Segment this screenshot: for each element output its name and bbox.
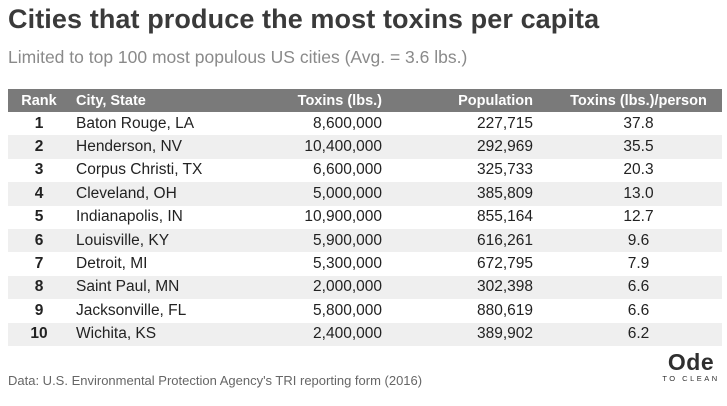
cell-population: 385,809: [476, 184, 533, 202]
cell-toxins-per-person: 7.9: [627, 255, 650, 273]
cell-toxins: 10,400,000: [304, 138, 382, 156]
table-row: 2 Henderson, NV 10,400,000 292,969 35.5: [8, 135, 722, 159]
cell-city-state: Corpus Christi, TX: [76, 161, 203, 179]
cell-population: 389,902: [476, 325, 533, 343]
cell-city-state: Henderson, NV: [76, 138, 182, 156]
cell-population: 616,261: [476, 231, 533, 249]
cell-toxins: 6,600,000: [313, 161, 382, 179]
header-population: Population: [458, 92, 533, 109]
logo-tagline: TO CLEAN: [662, 374, 720, 383]
cell-city-state: Indianapolis, IN: [76, 208, 183, 226]
cell-city-state: Baton Rouge, LA: [76, 114, 195, 132]
cell-toxins-per-person: 6.2: [627, 325, 650, 343]
cell-population: 325,733: [476, 161, 533, 179]
logo-text: Ode: [667, 349, 715, 375]
cell-rank: 1: [34, 114, 44, 132]
cell-toxins: 5,900,000: [313, 231, 382, 249]
page-subtitle: Limited to top 100 most populous US citi…: [8, 47, 468, 67]
table-body: 1 Baton Rouge, LA 8,600,000 227,715 37.8 2 Hen…: [8, 112, 722, 346]
cell-rank: 2: [34, 138, 44, 156]
cell-population: 292,969: [476, 138, 533, 156]
cell-rank: 10: [30, 325, 48, 343]
cell-toxins: 2,400,000: [313, 325, 382, 343]
table-row: 6 Louisville, KY 5,900,000 616,261 9.6: [8, 228, 722, 253]
cell-toxins: 5,800,000: [313, 301, 382, 319]
cell-rank: 8: [34, 278, 44, 296]
cell-population: 227,715: [476, 114, 533, 132]
cell-toxins-per-person: 9.6: [627, 231, 650, 249]
cell-rank: 3: [34, 161, 44, 179]
cell-city-state: Jacksonville, FL: [76, 301, 187, 319]
cell-city-state: Detroit, MI: [76, 255, 148, 273]
header-city-state: City, State: [76, 92, 146, 109]
cell-toxins-per-person: 6.6: [627, 301, 650, 319]
cell-toxins: 10,900,000: [304, 208, 382, 226]
toxins-table: Rank City, State Toxins (lbs.) Populatio…: [8, 89, 722, 346]
header-toxins-per-person: Toxins (lbs.)/person: [570, 92, 707, 109]
cell-city-state: Wichita, KS: [76, 325, 157, 343]
cell-rank: 7: [34, 255, 44, 273]
cell-population: 880,619: [476, 301, 533, 319]
cell-toxins: 8,600,000: [313, 114, 382, 132]
cell-population: 672,795: [476, 255, 533, 273]
cell-toxins-per-person: 12.7: [623, 208, 654, 226]
cell-rank: 4: [34, 184, 44, 202]
cell-toxins-per-person: 13.0: [623, 184, 654, 202]
table-row: 5 Indianapolis, IN 10,900,000 855,164 12.7: [8, 205, 722, 229]
cell-rank: 9: [34, 301, 44, 319]
cell-rank: 6: [34, 231, 44, 249]
table-row: 1 Baton Rouge, LA 8,600,000 227,715 37.8: [8, 112, 722, 136]
cell-population: 855,164: [476, 208, 533, 226]
table-row: 10 Wichita, KS 2,400,000 389,902 6.2: [8, 322, 722, 346]
table-row: 4 Cleveland, OH 5,000,000 385,809 13.0: [8, 182, 722, 206]
ode-logo: Ode TO CLEAN: [660, 350, 722, 384]
header-toxins: Toxins (lbs.): [297, 92, 382, 109]
table-row: 3 Corpus Christi, TX 6,600,000 325,733 20.3: [8, 158, 722, 183]
cell-population: 302,398: [476, 278, 533, 296]
table-row: 7 Detroit, MI 5,300,000 672,795 7.9: [8, 252, 722, 276]
table-row: 9 Jacksonville, FL 5,800,000 880,619 6.6: [8, 299, 722, 323]
cell-toxins-per-person: 37.8: [623, 114, 654, 132]
cell-city-state: Saint Paul, MN: [76, 278, 180, 296]
cell-toxins-per-person: 6.6: [627, 278, 650, 296]
table-row: 8 Saint Paul, MN 2,000,000 302,398 6.6: [8, 275, 722, 300]
cell-city-state: Louisville, KY: [76, 231, 170, 249]
cell-rank: 5: [34, 208, 44, 226]
header-rank: Rank: [21, 92, 57, 109]
cell-toxins: 5,300,000: [313, 255, 382, 273]
page-title: Cities that produce the most toxins per …: [8, 4, 600, 34]
source-note: Data: U.S. Environmental Protection Agen…: [8, 373, 423, 388]
cell-toxins-per-person: 20.3: [623, 161, 654, 179]
cell-toxins: 5,000,000: [313, 184, 382, 202]
table-header-row: Rank City, State Toxins (lbs.) Populatio…: [8, 89, 722, 112]
cell-city-state: Cleveland, OH: [76, 184, 177, 202]
cell-toxins: 2,000,000: [313, 278, 382, 296]
cell-toxins-per-person: 35.5: [623, 138, 654, 156]
